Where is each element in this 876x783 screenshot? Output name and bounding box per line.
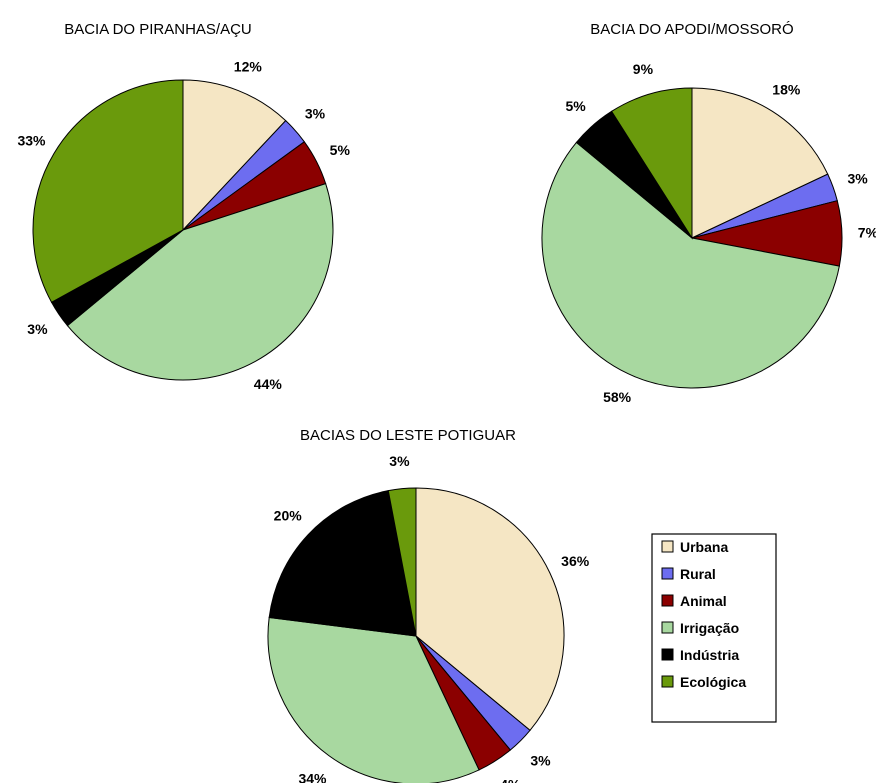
pie-slice-industria bbox=[268, 490, 417, 637]
data-label-ecologica: 9% bbox=[633, 61, 654, 77]
pie-chart-leste-potiguar: 36% 3% 4% 34% 20% 3% bbox=[267, 453, 590, 783]
legend: Urbana Rural Animal Irrigação Indústria Ecoló… bbox=[651, 533, 777, 723]
legend-label-ecologica: Ecológica bbox=[680, 674, 746, 690]
legend-label-industria: Indústria bbox=[680, 647, 739, 663]
pie-slice-urbana bbox=[691, 87, 829, 239]
legend-swatch-urbana bbox=[661, 540, 674, 553]
data-label-industria: 3% bbox=[27, 321, 48, 337]
data-label-animal: 5% bbox=[330, 142, 351, 158]
legend-swatch-animal bbox=[661, 594, 674, 607]
data-label-animal: 4% bbox=[500, 777, 521, 783]
pie-slice-ecologica bbox=[32, 79, 184, 303]
data-label-urbana: 36% bbox=[561, 553, 590, 569]
data-label-ecologica: 33% bbox=[17, 132, 46, 148]
legend-label-urbana: Urbana bbox=[680, 539, 728, 555]
pie-slice-ecologica bbox=[387, 487, 417, 637]
data-label-urbana: 18% bbox=[772, 81, 801, 97]
pie-slice-urbana bbox=[415, 487, 565, 732]
data-label-industria: 20% bbox=[274, 508, 303, 524]
legend-label-animal: Animal bbox=[680, 593, 727, 609]
legend-label-irrigacao: Irrigação bbox=[680, 620, 739, 636]
pie-slice-irrigacao bbox=[66, 183, 334, 381]
legend-swatch-irrigacao bbox=[661, 621, 674, 634]
pie-chart-apodi-mossoro: 18% 3% 7% 58% 5% 9% bbox=[541, 61, 876, 405]
data-label-rural: 3% bbox=[847, 170, 868, 186]
legend-swatch-ecologica bbox=[661, 675, 674, 688]
data-label-ecologica: 3% bbox=[389, 453, 410, 469]
data-label-urbana: 12% bbox=[234, 58, 263, 74]
chart-title-piranhas-acu: BACIA DO PIRANHAS/AÇU bbox=[64, 21, 252, 38]
legend-swatch-industria bbox=[661, 648, 674, 661]
data-label-industria: 5% bbox=[565, 98, 586, 114]
data-label-animal: 7% bbox=[858, 225, 876, 241]
pie-chart-piranhas-acu: 12% 3% 5% 44% 3% 33% bbox=[17, 58, 350, 392]
pie-slice-irrigacao bbox=[541, 141, 840, 389]
chart-title-leste-potiguar: BACIAS DO LESTE POTIGUAR bbox=[300, 427, 516, 444]
pie-slice-irrigacao bbox=[267, 616, 480, 783]
pie-slice-urbana bbox=[182, 79, 287, 232]
legend-swatch-rural bbox=[661, 567, 674, 580]
chart-title-apodi-mossoro: BACIA DO APODI/MOSSORÓ bbox=[590, 21, 793, 38]
data-label-irrigacao: 58% bbox=[603, 389, 632, 405]
pie-slice-ecologica bbox=[610, 87, 693, 240]
data-label-rural: 3% bbox=[305, 106, 326, 122]
data-label-irrigacao: 44% bbox=[254, 376, 283, 392]
data-label-irrigacao: 34% bbox=[298, 770, 327, 783]
legend-label-rural: Rural bbox=[680, 566, 716, 582]
data-label-rural: 3% bbox=[530, 753, 551, 769]
